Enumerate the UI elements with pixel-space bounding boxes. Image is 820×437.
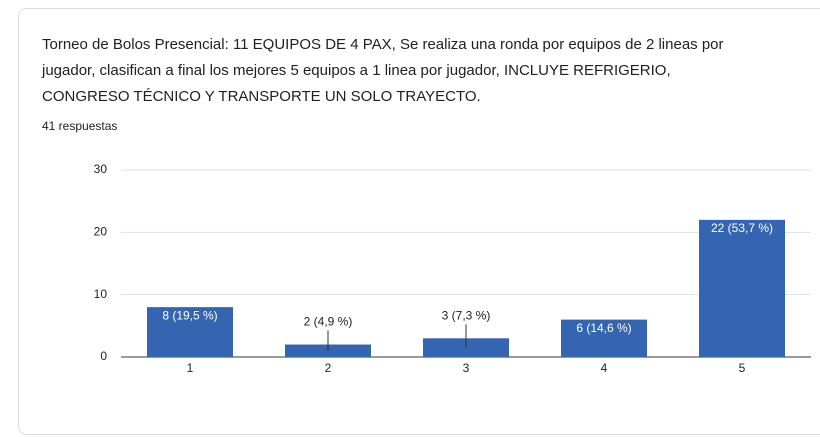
y-tick-label: 20: [94, 225, 108, 239]
y-tick-label: 30: [94, 162, 108, 176]
y-tick-label: 10: [94, 287, 108, 301]
y-tick-label: 0: [100, 349, 107, 363]
bar: [561, 319, 647, 357]
x-tick-label: 4: [601, 361, 608, 375]
data-label: 2 (4,9 %): [304, 315, 353, 329]
bar: [699, 219, 785, 357]
question-title: Torneo de Bolos Presencial: 11 EQUIPOS D…: [42, 36, 724, 105]
response-count: 41 respuestas: [42, 119, 118, 133]
x-tick-label: 2: [325, 361, 332, 375]
bar: [147, 307, 233, 357]
x-tick-label: 5: [739, 361, 746, 375]
data-label: 6 (14,6 %): [576, 321, 631, 335]
x-tick-label: 1: [187, 361, 194, 375]
data-label: 22 (53,7 %): [711, 221, 773, 235]
data-label: 3 (7,3 %): [442, 308, 491, 322]
x-tick-label: 3: [463, 361, 470, 375]
data-label: 8 (19,5 %): [162, 308, 217, 322]
